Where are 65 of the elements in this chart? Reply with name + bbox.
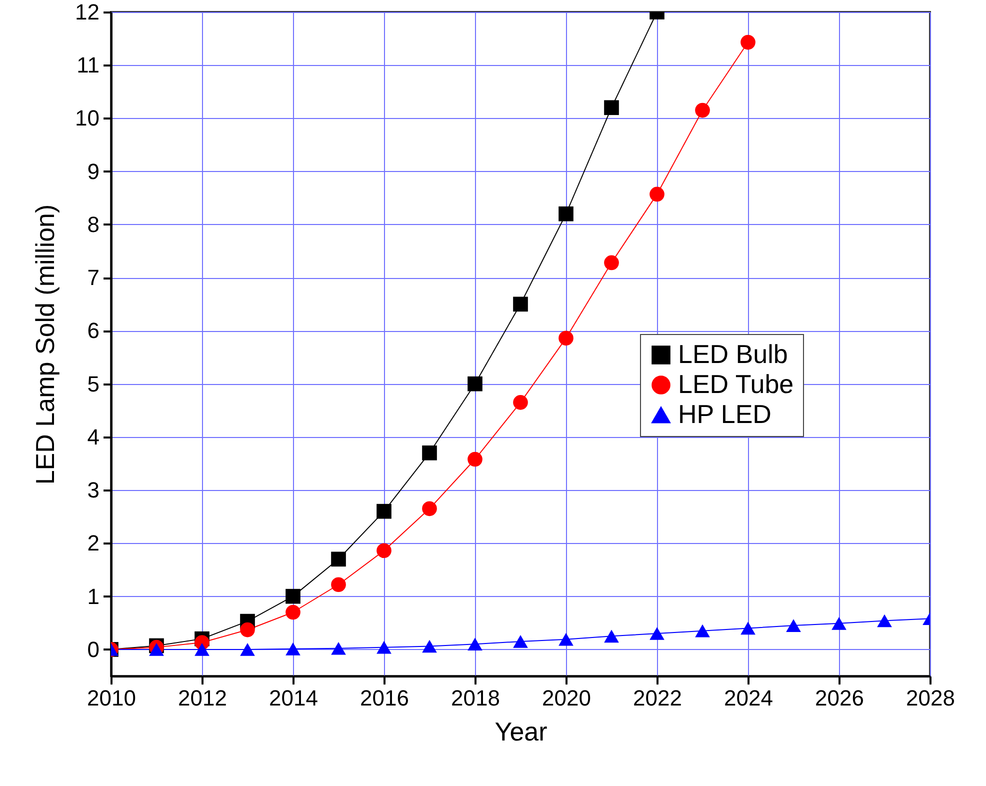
y-tick-label: 0	[87, 636, 100, 662]
y-tick-label: 1	[87, 584, 100, 609]
y-tick-label: 2	[87, 530, 100, 556]
point	[740, 34, 756, 50]
x-tick-label: 2020	[542, 686, 591, 710]
legend-label: HP LED	[678, 399, 772, 429]
y-tick-label: 12	[75, 0, 100, 24]
y-tick-label: 5	[87, 371, 100, 396]
point	[376, 543, 392, 558]
point	[650, 627, 664, 640]
point	[468, 638, 482, 651]
point	[422, 445, 437, 460]
point	[877, 614, 892, 628]
point	[376, 640, 392, 654]
point	[513, 635, 528, 648]
point	[558, 330, 574, 346]
x-tick-label: 2026	[815, 686, 864, 710]
point	[149, 643, 164, 656]
point	[604, 630, 619, 643]
y-tick-label: 7	[87, 265, 100, 290]
y-axis-title: LED Lamp Sold (million)	[30, 204, 60, 485]
x-tick-label: 2014	[269, 686, 318, 710]
legend-label: LED Tube	[678, 369, 794, 399]
point	[331, 552, 346, 567]
x-tick-label: 2016	[360, 686, 409, 710]
point	[558, 632, 574, 646]
y-tick-label: 10	[75, 106, 100, 131]
y-tick-label: 3	[87, 478, 100, 503]
y-tick-label: 8	[87, 212, 100, 237]
x-axis-title: Year	[494, 716, 548, 746]
point	[513, 296, 528, 312]
x-tick-label: 2012	[178, 686, 227, 710]
point	[740, 622, 756, 635]
point	[832, 616, 846, 630]
point	[422, 640, 437, 653]
point	[286, 604, 300, 620]
point	[286, 642, 300, 656]
y-tick-label: 9	[87, 158, 100, 184]
point	[376, 504, 392, 519]
x-tick-label: 2024	[724, 686, 773, 710]
point	[194, 643, 210, 656]
point	[604, 255, 619, 270]
point	[513, 395, 528, 410]
point	[558, 206, 574, 222]
legend-label: LED Bulb	[678, 339, 788, 369]
point	[650, 186, 664, 202]
point	[331, 577, 346, 592]
y-tick-label: 11	[76, 52, 100, 78]
point	[468, 376, 482, 392]
point	[786, 619, 801, 632]
point	[695, 102, 710, 118]
point	[695, 624, 710, 638]
x-tick-label: 2022	[633, 686, 682, 710]
x-tick-label: 2010	[87, 686, 136, 710]
y-tick-label: 6	[87, 318, 100, 344]
point	[240, 622, 255, 638]
point	[240, 643, 255, 656]
point	[331, 642, 346, 655]
point	[468, 452, 482, 467]
x-tick-label: 2028	[906, 686, 955, 710]
point	[286, 588, 300, 604]
y-tick-label: 4	[87, 424, 100, 450]
point	[422, 501, 437, 516]
x-tick-label: 2018	[451, 686, 500, 710]
point	[604, 100, 619, 116]
